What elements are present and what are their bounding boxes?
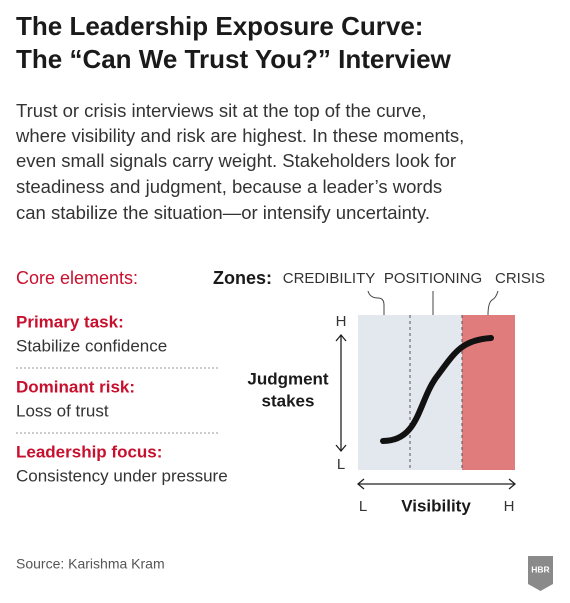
item-label: Leadership focus: <box>16 442 162 461</box>
zone-area <box>358 315 462 470</box>
zone-label: CREDIBILITY <box>283 270 376 287</box>
item-label: Primary task: <box>16 312 124 331</box>
logo: HBR <box>531 564 549 574</box>
x-axis-arrow <box>356 478 517 490</box>
core-heading: Core elements: <box>16 268 138 288</box>
y-axis-arrow <box>335 333 347 453</box>
source: Source: Karishma Kram <box>16 556 165 572</box>
item-text: Consistency under pressure <box>16 466 228 485</box>
intro-line: where visibility and risk are highest. I… <box>15 125 464 146</box>
title: The “Can We Trust You?” Interview <box>16 44 452 74</box>
item-text: Stabilize confidence <box>16 336 167 355</box>
x-low: L <box>359 498 367 515</box>
y-label: Judgment <box>247 369 329 388</box>
zone-label: CRISIS <box>495 270 545 287</box>
zone-label: POSITIONING <box>384 270 482 287</box>
zones-label: Zones: <box>213 268 272 288</box>
x-label: Visibility <box>401 496 471 515</box>
item-text: Loss of trust <box>16 401 109 420</box>
intro-line: can stabilize the situation—or intensify… <box>16 202 430 223</box>
zone-brackets <box>367 290 499 316</box>
logo-badge <box>528 556 553 591</box>
item-label: Dominant risk: <box>16 377 135 396</box>
exposure-curve <box>380 335 494 444</box>
title: The Leadership Exposure Curve: <box>16 11 423 41</box>
y-high: H <box>336 313 347 330</box>
intro-line: even small signals carry weight. Stakeho… <box>16 150 456 171</box>
y-low: L <box>337 456 345 473</box>
y-label: stakes <box>262 391 315 410</box>
x-high: H <box>504 498 515 515</box>
intro-line: steadiness and judgment, because a leade… <box>16 176 442 197</box>
intro-line: Trust or crisis interviews sit at the to… <box>16 100 427 121</box>
